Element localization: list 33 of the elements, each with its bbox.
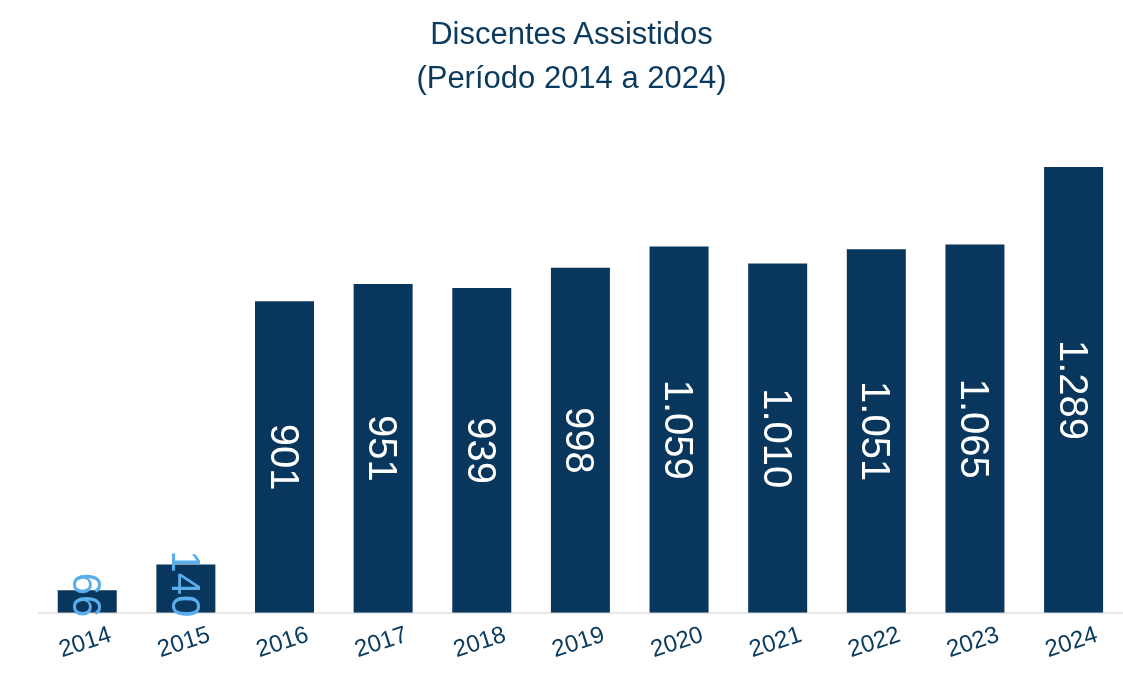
- x-tick-label: 2018: [449, 619, 509, 662]
- data-label: 1.065: [952, 378, 997, 479]
- x-tick-label: 2024: [1041, 619, 1101, 662]
- chart-subtitle: (Período 2014 a 2024): [415, 59, 728, 97]
- data-label: 66: [65, 572, 110, 618]
- bar: [748, 263, 808, 613]
- data-label: 1.051: [854, 381, 899, 482]
- chart-title: Discentes Assistidos: [429, 15, 714, 53]
- bar: [452, 288, 512, 613]
- bar: [550, 267, 610, 613]
- data-label: 1.059: [657, 379, 702, 480]
- bar: [945, 244, 1005, 613]
- data-label: 901: [262, 423, 307, 491]
- bar: [255, 301, 314, 613]
- data-label: 140: [163, 550, 208, 618]
- data-label: 951: [361, 415, 406, 482]
- bar: [1044, 167, 1104, 613]
- bar: [846, 249, 906, 613]
- data-label: 1.010: [755, 388, 800, 489]
- data-label: 1.289: [1051, 339, 1096, 441]
- bar: [353, 283, 413, 613]
- bar: [649, 246, 709, 613]
- data-label: 939: [459, 417, 504, 484]
- x-tick-label: 2014: [55, 619, 115, 662]
- data-label: 998: [558, 406, 603, 474]
- x-tick-label: 2020: [646, 619, 707, 662]
- x-tick-label: 2022: [844, 619, 904, 662]
- x-tick-label: 2017: [351, 619, 411, 662]
- x-tick-label: 2015: [153, 619, 213, 662]
- x-tick-label: 2023: [942, 619, 1002, 662]
- x-tick-label: 2016: [252, 619, 312, 662]
- x-tick-label: 2019: [548, 619, 608, 662]
- x-tick-label: 2021: [745, 619, 805, 662]
